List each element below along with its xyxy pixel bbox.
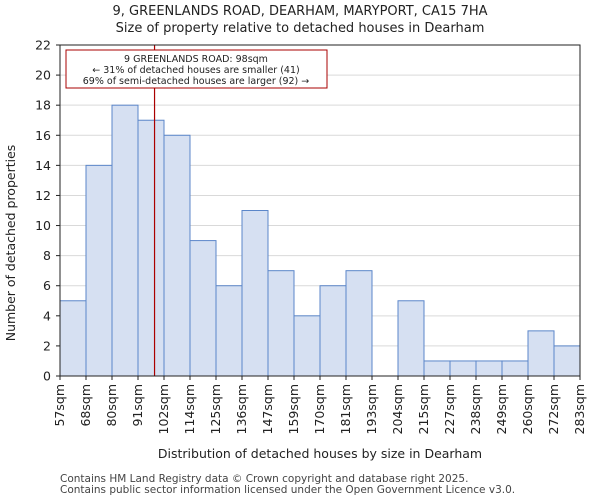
x-tick-label-136sqm: 136sqm bbox=[234, 384, 249, 434]
x-tick-label-272sqm: 272sqm bbox=[546, 384, 561, 434]
chart-title-line2: Size of property relative to detached ho… bbox=[116, 21, 485, 36]
bars bbox=[59, 104, 581, 377]
bar-136sqm bbox=[241, 210, 269, 377]
y-tick-label: 18 bbox=[35, 98, 51, 113]
y-tick-label: 0 bbox=[43, 369, 51, 384]
x-axis-ticks: 57sqm 68sqm 80sqm 91sqm 102sqm 114sqm 125sqm 13… bbox=[52, 376, 587, 434]
y-tick-label: 4 bbox=[43, 308, 51, 323]
chart-title-line1: 9, GREENLANDS ROAD, DEARHAM, MARYPORT, C… bbox=[112, 4, 487, 19]
x-tick-label-114sqm: 114sqm bbox=[182, 384, 197, 434]
y-tick-label: 14 bbox=[35, 158, 51, 173]
bar-80sqm bbox=[111, 104, 139, 377]
bar-91sqm bbox=[137, 119, 165, 377]
bar-181sqm bbox=[345, 270, 373, 377]
bar-272sqm bbox=[553, 345, 581, 377]
annotation-line3: 69% of semi-detached houses are larger (… bbox=[83, 76, 310, 87]
x-tick-label-204sqm: 204sqm bbox=[390, 384, 405, 434]
x-tick-label-91sqm: 91sqm bbox=[130, 384, 145, 427]
x-tick-label-283sqm: 283sqm bbox=[572, 384, 587, 434]
y-tick-label: 12 bbox=[35, 188, 51, 203]
bar-238sqm bbox=[475, 360, 503, 377]
x-tick-label-147sqm: 147sqm bbox=[260, 384, 275, 434]
footer-line2: Contains public sector information licen… bbox=[60, 484, 515, 496]
bar-68sqm bbox=[85, 164, 113, 377]
y-tick-label: 2 bbox=[43, 338, 51, 353]
bar-215sqm bbox=[423, 360, 451, 377]
bar-170sqm bbox=[319, 285, 347, 377]
x-axis-label: Distribution of detached houses by size … bbox=[158, 446, 482, 461]
bar-57sqm bbox=[59, 300, 87, 377]
bar-159sqm bbox=[293, 315, 321, 377]
y-axis-ticks: 0 2 4 6 8 10 12 14 16 18 20 22 bbox=[35, 38, 60, 384]
x-tick-label-170sqm: 170sqm bbox=[312, 384, 327, 434]
y-axis-label: Number of detached properties bbox=[3, 145, 18, 342]
x-tick-label-159sqm: 159sqm bbox=[286, 384, 301, 434]
y-tick-label: 10 bbox=[35, 218, 51, 233]
bar-114sqm bbox=[189, 240, 217, 377]
y-tick-label: 22 bbox=[35, 38, 51, 53]
footer-line1: Contains HM Land Registry data © Crown c… bbox=[60, 473, 468, 485]
y-tick-label: 16 bbox=[35, 128, 51, 143]
x-tick-label-238sqm: 238sqm bbox=[468, 384, 483, 434]
x-tick-label-125sqm: 125sqm bbox=[208, 384, 223, 434]
annotation-frame bbox=[65, 49, 328, 89]
annotation-line2: ← 31% of detached houses are smaller (41… bbox=[92, 65, 299, 76]
x-tick-label-102sqm: 102sqm bbox=[156, 384, 171, 434]
annotation-line1: 9 GREENLANDS ROAD: 98sqm bbox=[124, 54, 268, 65]
x-tick-label-181sqm: 181sqm bbox=[338, 384, 353, 434]
bar-204sqm bbox=[397, 300, 425, 377]
x-tick-label-215sqm: 215sqm bbox=[416, 384, 431, 434]
bar-125sqm bbox=[215, 285, 243, 377]
x-tick-label-80sqm: 80sqm bbox=[104, 384, 119, 427]
bar-102sqm bbox=[163, 134, 191, 377]
bar-249sqm bbox=[501, 360, 529, 377]
y-tick-label: 6 bbox=[43, 278, 51, 293]
x-tick-label-249sqm: 249sqm bbox=[494, 384, 509, 434]
y-tick-label: 20 bbox=[35, 68, 51, 83]
bar-260sqm bbox=[527, 330, 555, 377]
bar-147sqm bbox=[267, 270, 295, 377]
bar-227sqm bbox=[449, 360, 477, 377]
x-tick-label-193sqm: 193sqm bbox=[364, 384, 379, 434]
x-tick-label-68sqm: 68sqm bbox=[78, 384, 93, 427]
annotation-box: 9 GREENLANDS ROAD: 98sqm ← 31% of detach… bbox=[65, 49, 328, 89]
x-tick-label-227sqm: 227sqm bbox=[442, 384, 457, 434]
x-tick-label-260sqm: 260sqm bbox=[520, 384, 535, 434]
y-tick-label: 8 bbox=[43, 248, 51, 263]
x-tick-label-57sqm: 57sqm bbox=[52, 384, 67, 427]
